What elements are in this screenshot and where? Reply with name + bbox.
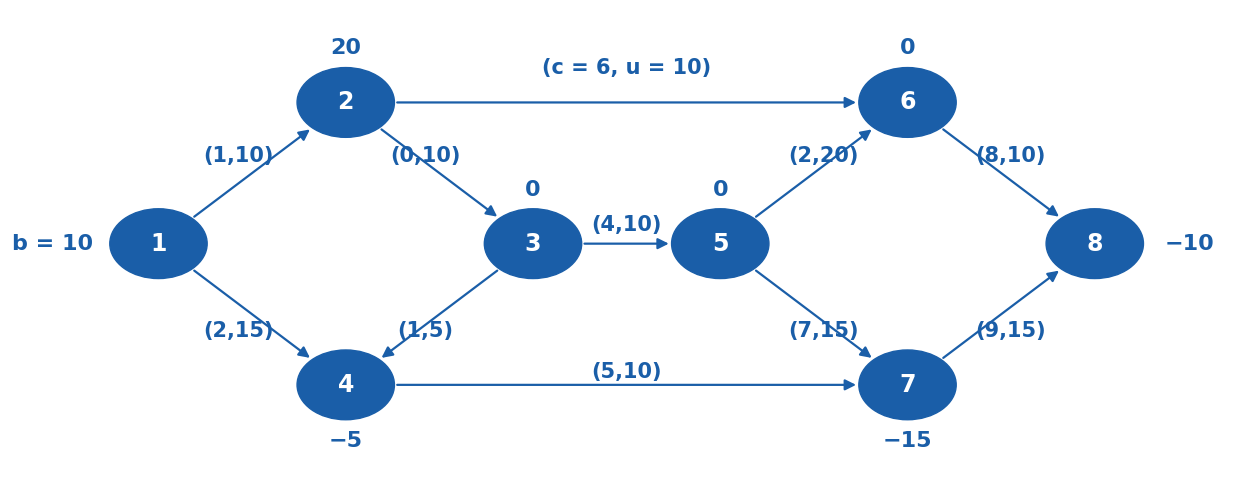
- Text: 20: 20: [331, 38, 361, 58]
- Text: 8: 8: [1087, 232, 1103, 256]
- Text: 5: 5: [712, 232, 728, 256]
- Text: (7,15): (7,15): [789, 321, 858, 341]
- Ellipse shape: [110, 209, 207, 278]
- Text: 0: 0: [900, 38, 915, 58]
- Text: (8,10): (8,10): [976, 147, 1046, 166]
- Text: (0,10): (0,10): [390, 147, 461, 166]
- Text: 4: 4: [338, 373, 354, 397]
- Ellipse shape: [484, 209, 582, 278]
- Text: 6: 6: [899, 91, 916, 114]
- Ellipse shape: [1046, 209, 1144, 278]
- Text: (2,15): (2,15): [203, 321, 274, 341]
- Text: 1: 1: [150, 232, 167, 256]
- Text: 0: 0: [712, 180, 728, 200]
- Text: (9,15): (9,15): [976, 321, 1046, 341]
- Text: 3: 3: [525, 232, 541, 256]
- Ellipse shape: [671, 209, 769, 278]
- Text: −5: −5: [329, 431, 363, 451]
- Text: (1,10): (1,10): [203, 147, 274, 166]
- Ellipse shape: [297, 350, 395, 420]
- Text: 0: 0: [525, 180, 541, 200]
- Text: (1,5): (1,5): [397, 321, 453, 341]
- Text: (c = 6, u = 10): (c = 6, u = 10): [542, 57, 711, 78]
- Text: (5,10): (5,10): [592, 363, 662, 382]
- Text: 7: 7: [899, 373, 916, 397]
- Text: −10: −10: [1165, 234, 1214, 254]
- Ellipse shape: [297, 68, 395, 137]
- Text: 2: 2: [338, 91, 354, 114]
- Text: −15: −15: [883, 431, 932, 451]
- Ellipse shape: [859, 68, 956, 137]
- Ellipse shape: [859, 350, 956, 420]
- Text: (2,20): (2,20): [789, 147, 858, 166]
- Text: (4,10): (4,10): [592, 216, 662, 235]
- Text: b = 10: b = 10: [12, 234, 93, 254]
